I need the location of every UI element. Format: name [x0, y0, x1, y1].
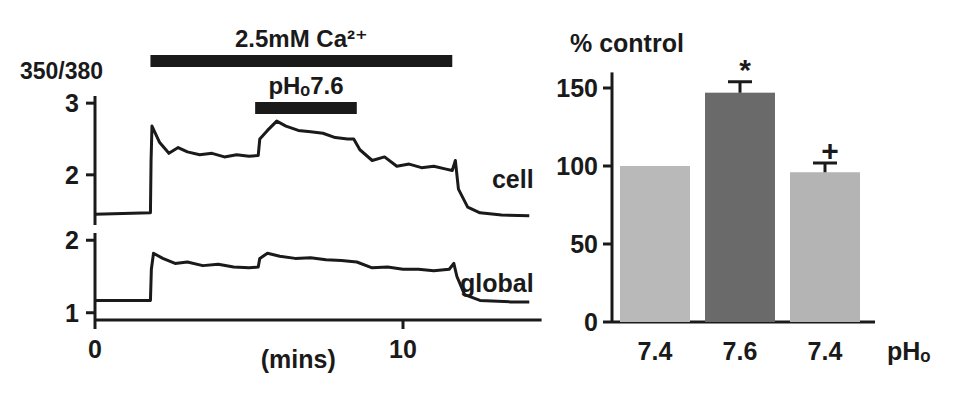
x-tick-label: 7.4 [638, 337, 673, 365]
y-axis [611, 72, 614, 322]
title: % control [570, 29, 684, 57]
plot-area [95, 121, 529, 216]
period-label: 2.5mM Ca²⁺ [235, 25, 368, 52]
y-tick [603, 243, 612, 246]
y-tick-label: 100 [556, 152, 598, 180]
trace-line [95, 121, 529, 216]
y-tick-label: 0 [584, 308, 598, 336]
y-axis-label: 350/380 [20, 58, 103, 84]
series-label: global [460, 269, 534, 297]
period-label: pHₒ7.6 [268, 72, 343, 99]
x-axis-label: (mins) [261, 345, 336, 373]
x-tick-label: 0 [88, 335, 102, 363]
x-tick-label: 7.4 [808, 337, 843, 365]
y-tick [86, 311, 95, 314]
y-tick-label: 1 [65, 299, 79, 327]
y-tick [603, 87, 612, 90]
y-tick [603, 165, 612, 168]
y-tick [86, 102, 95, 105]
x-tick [94, 320, 97, 329]
series-label: cell [492, 165, 534, 193]
y-tick-label: 2 [65, 161, 79, 189]
bar [705, 93, 775, 322]
period-bar [255, 102, 357, 114]
x-tick-label: 7.6 [723, 337, 758, 365]
y-tick [86, 173, 95, 176]
x-axis-label: pHₒ [887, 337, 931, 365]
trace-panel: 2 3 350/380 cell 2.5mM Ca²⁺ pHₒ7.6 [20, 25, 534, 225]
y-tick [603, 321, 612, 324]
x-tick [402, 320, 405, 329]
x-axis [95, 319, 542, 322]
significance-mark: + [821, 134, 839, 167]
figure: 23350/380cell2.5mM Ca²⁺pHₒ7.612010(mins)… [0, 0, 957, 397]
y-axis [94, 96, 97, 225]
y-tick-label: 2 [65, 226, 79, 254]
y-tick-label: 3 [65, 89, 79, 117]
bar [620, 166, 690, 322]
y-axis [94, 233, 97, 320]
bar [790, 172, 860, 322]
y-tick-label: 50 [570, 230, 598, 258]
plot-area [620, 82, 860, 322]
bar-panel: 0 50 100 150 % control 7.4 7.6 7.4 pHₒ * + [556, 29, 930, 365]
significance-mark: * [739, 53, 751, 86]
period-bar [150, 55, 452, 67]
y-tick-label: 150 [556, 74, 598, 102]
x-tick-label: 10 [389, 335, 417, 363]
y-tick [86, 239, 95, 242]
trace-panel: 1 2 0 10 (mins) global [65, 226, 542, 373]
